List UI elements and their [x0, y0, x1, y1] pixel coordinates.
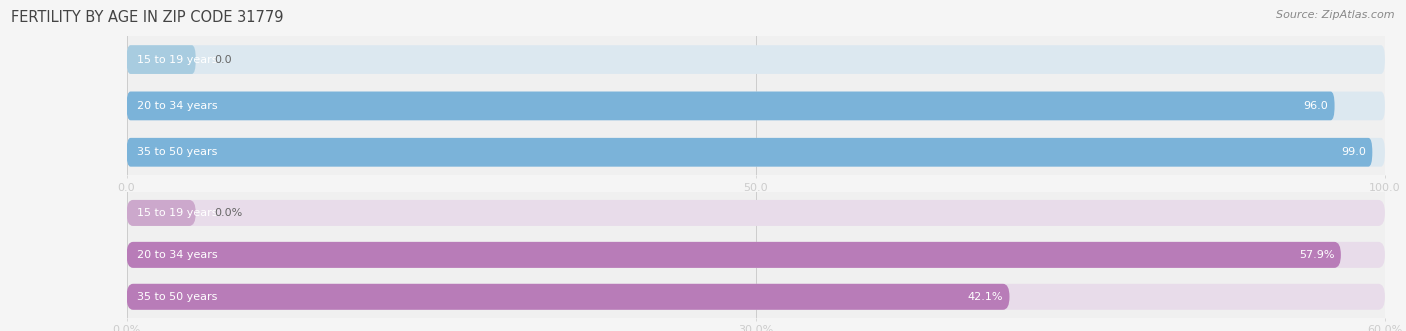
Text: 15 to 19 years: 15 to 19 years	[136, 55, 217, 65]
FancyBboxPatch shape	[127, 138, 1385, 166]
FancyBboxPatch shape	[127, 200, 1385, 226]
FancyBboxPatch shape	[127, 242, 1385, 268]
FancyBboxPatch shape	[127, 92, 1385, 120]
FancyBboxPatch shape	[127, 200, 195, 226]
Text: Source: ZipAtlas.com: Source: ZipAtlas.com	[1277, 10, 1395, 20]
FancyBboxPatch shape	[127, 92, 1334, 120]
FancyBboxPatch shape	[127, 242, 1341, 268]
FancyBboxPatch shape	[127, 138, 1372, 166]
Text: 0.0%: 0.0%	[215, 208, 243, 218]
Text: 96.0: 96.0	[1303, 101, 1329, 111]
Text: 0.0: 0.0	[215, 55, 232, 65]
Text: 20 to 34 years: 20 to 34 years	[136, 250, 218, 260]
Text: 99.0: 99.0	[1341, 147, 1367, 157]
Text: FERTILITY BY AGE IN ZIP CODE 31779: FERTILITY BY AGE IN ZIP CODE 31779	[11, 10, 284, 25]
FancyBboxPatch shape	[127, 284, 1010, 310]
FancyBboxPatch shape	[127, 284, 1385, 310]
Text: 20 to 34 years: 20 to 34 years	[136, 101, 218, 111]
Text: 35 to 50 years: 35 to 50 years	[136, 292, 217, 302]
Text: 57.9%: 57.9%	[1299, 250, 1334, 260]
FancyBboxPatch shape	[127, 45, 1385, 74]
Text: 35 to 50 years: 35 to 50 years	[136, 147, 217, 157]
Text: 15 to 19 years: 15 to 19 years	[136, 208, 217, 218]
Text: 42.1%: 42.1%	[967, 292, 1004, 302]
FancyBboxPatch shape	[127, 45, 195, 74]
